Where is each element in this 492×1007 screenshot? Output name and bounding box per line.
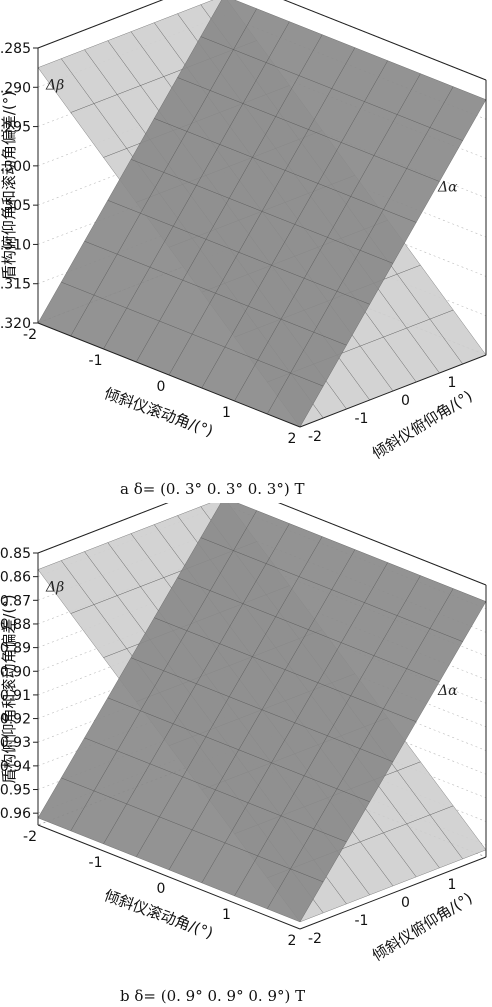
y-tick-label: -1 (355, 411, 369, 427)
z-grid-line (37, 132, 487, 238)
y-tick-label: 1 (448, 877, 457, 893)
z-tick-label: -0.285 (0, 41, 31, 57)
series-label-delta-alpha: Δα (437, 180, 458, 196)
z-tick-label: -0.94 (0, 759, 31, 775)
surface-delta-beta (37, 503, 487, 923)
y-tick-label: -2 (308, 429, 322, 445)
surface-chart-a: -0.285 -0.290 -0.295 -0.300 -0.305 -0.310 -0.3… (0, 0, 487, 498)
z-tick-label: -0.300 (0, 159, 31, 175)
z-tick-label: -0.320 (0, 316, 31, 332)
chart-panel-b: -0.85 -0.86 -0.87 -0.88 -0.89 -0.90 -0.91 -0.92… (0, 503, 492, 1007)
surface-delta-beta (37, 0, 487, 428)
z-tick-label: -0.305 (0, 198, 31, 214)
y-axis-title: 倾斜仪俯仰角/(°) (369, 387, 475, 463)
x-tick-label: -2 (23, 327, 37, 343)
top-right-edge (283, 0, 487, 81)
z-grid-line (37, 646, 487, 751)
figure-caption: b δ= (0. 9° 0. 9° 0. 9°) T (120, 987, 305, 1005)
x-tick-label: 0 (157, 379, 166, 395)
top-left-edge (37, 503, 169, 554)
x-tick-label: 2 (288, 933, 297, 949)
series-label-delta-beta: Δβ (45, 580, 64, 596)
z-tick-label: -0.85 (0, 546, 31, 562)
x-tick-label: 2 (288, 431, 297, 447)
y-tick-label: 0 (401, 393, 410, 409)
z-tick-label: -0.89 (0, 641, 31, 657)
z-tick-label: -0.290 (0, 80, 31, 96)
x-tick-label: -1 (89, 855, 103, 871)
x-tick-label: -2 (23, 829, 37, 845)
y-tick-label: -1 (355, 913, 369, 929)
z-tick-label: -0.91 (0, 688, 31, 704)
z-grid-line (37, 622, 487, 728)
z-tick-label: -0.310 (0, 237, 31, 253)
x-axis-line (37, 322, 301, 428)
y-tick-label: 0 (401, 895, 410, 911)
figure-caption: a δ= (0. 3° 0. 3° 0. 3°) T (120, 480, 304, 498)
y-axis-title: 倾斜仪俯仰角/(°) (369, 889, 475, 965)
z-tick-label: -0.90 (0, 664, 31, 680)
chart-panel-a: -0.285 -0.290 -0.295 -0.300 -0.305 -0.310 -0.3… (0, 0, 492, 500)
z-tick-label: -0.93 (0, 735, 31, 751)
z-tick-label: -0.95 (0, 783, 31, 799)
z-tick-label: -0.86 (0, 570, 31, 586)
top-right-edge (278, 503, 487, 586)
plot-area: -0.85 -0.86 -0.87 -0.88 -0.89 -0.90 -0.91 -0.92… (0, 503, 487, 1005)
x-tick-label: 0 (157, 881, 166, 897)
z-axis-title: 盾构俯仰角和滚动角偏差/(°) (0, 91, 18, 280)
z-tick-label: -0.315 (0, 277, 31, 293)
y-tick-label: 1 (448, 375, 457, 391)
z-tick-label: -0.96 (0, 806, 31, 822)
z-tick-label: -0.88 (0, 617, 31, 633)
series-label-delta-beta: Δβ (45, 78, 64, 94)
z-axis-title: 盾构俯仰角和滚动角偏差/(°) (0, 594, 18, 783)
z-tick-label: -0.87 (0, 593, 31, 609)
x-tick-label: 1 (222, 405, 231, 421)
plot-area: -0.285 -0.290 -0.295 -0.300 -0.305 -0.310 -0.3… (0, 0, 487, 498)
top-left-edge (37, 0, 164, 49)
z-tick-label: -0.92 (0, 712, 31, 728)
surface-chart-b: -0.85 -0.86 -0.87 -0.88 -0.89 -0.90 -0.91 -0.92… (0, 503, 487, 1005)
x-tick-label: -1 (89, 353, 103, 369)
y-axis-line (299, 354, 487, 428)
x-axis-line (37, 824, 301, 930)
z-tick-label: -0.295 (0, 120, 31, 136)
y-tick-label: -2 (308, 931, 322, 947)
series-label-delta-alpha: Δα (437, 683, 458, 699)
y-axis-line (299, 856, 487, 930)
x-tick-label: 1 (222, 907, 231, 923)
